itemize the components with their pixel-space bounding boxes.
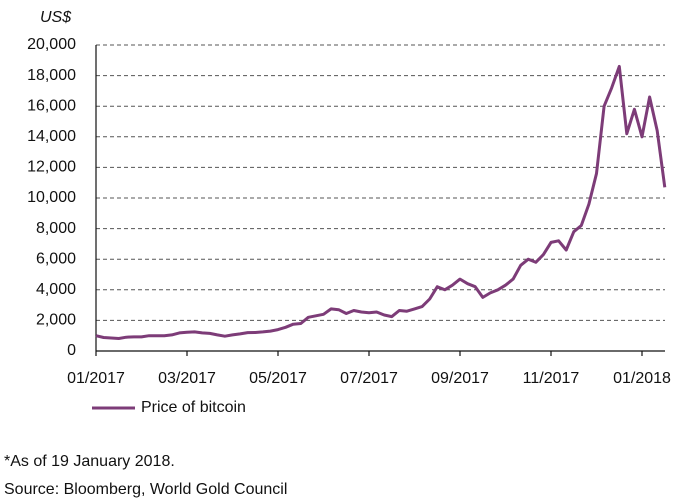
y-tick-label: 20,000 <box>27 36 76 53</box>
x-tick-label: 09/2017 <box>431 370 489 387</box>
price-line <box>95 64 667 340</box>
source: Source: Bloomberg, World Gold Council <box>4 481 287 498</box>
x-tick-label: 01/2018 <box>613 370 671 387</box>
y-tick-label: 14,000 <box>27 128 76 145</box>
legend-label: Price of bitcoin <box>141 399 246 416</box>
y-tick-label: 0 <box>67 342 76 359</box>
x-tick-label: 05/2017 <box>249 370 307 387</box>
y-tick-label: 18,000 <box>27 67 76 84</box>
y-axis-label: US$ <box>40 9 72 26</box>
x-tick-label: 03/2017 <box>158 370 216 387</box>
y-tick-label: 4,000 <box>36 281 76 298</box>
y-tick-label: 10,000 <box>27 189 76 206</box>
y-tick-label: 8,000 <box>36 220 76 237</box>
x-tick-label: 11/2017 <box>523 370 580 387</box>
y-tick-label: 12,000 <box>27 159 76 176</box>
y-tick-label: 6,000 <box>36 250 76 267</box>
footnote: *As of 19 January 2018. <box>4 453 175 470</box>
y-tick-label: 16,000 <box>27 97 76 114</box>
x-tick-label: 01/2017 <box>67 370 125 387</box>
x-tick-label: 07/2017 <box>340 370 398 387</box>
y-tick-label: 2,000 <box>36 312 76 329</box>
